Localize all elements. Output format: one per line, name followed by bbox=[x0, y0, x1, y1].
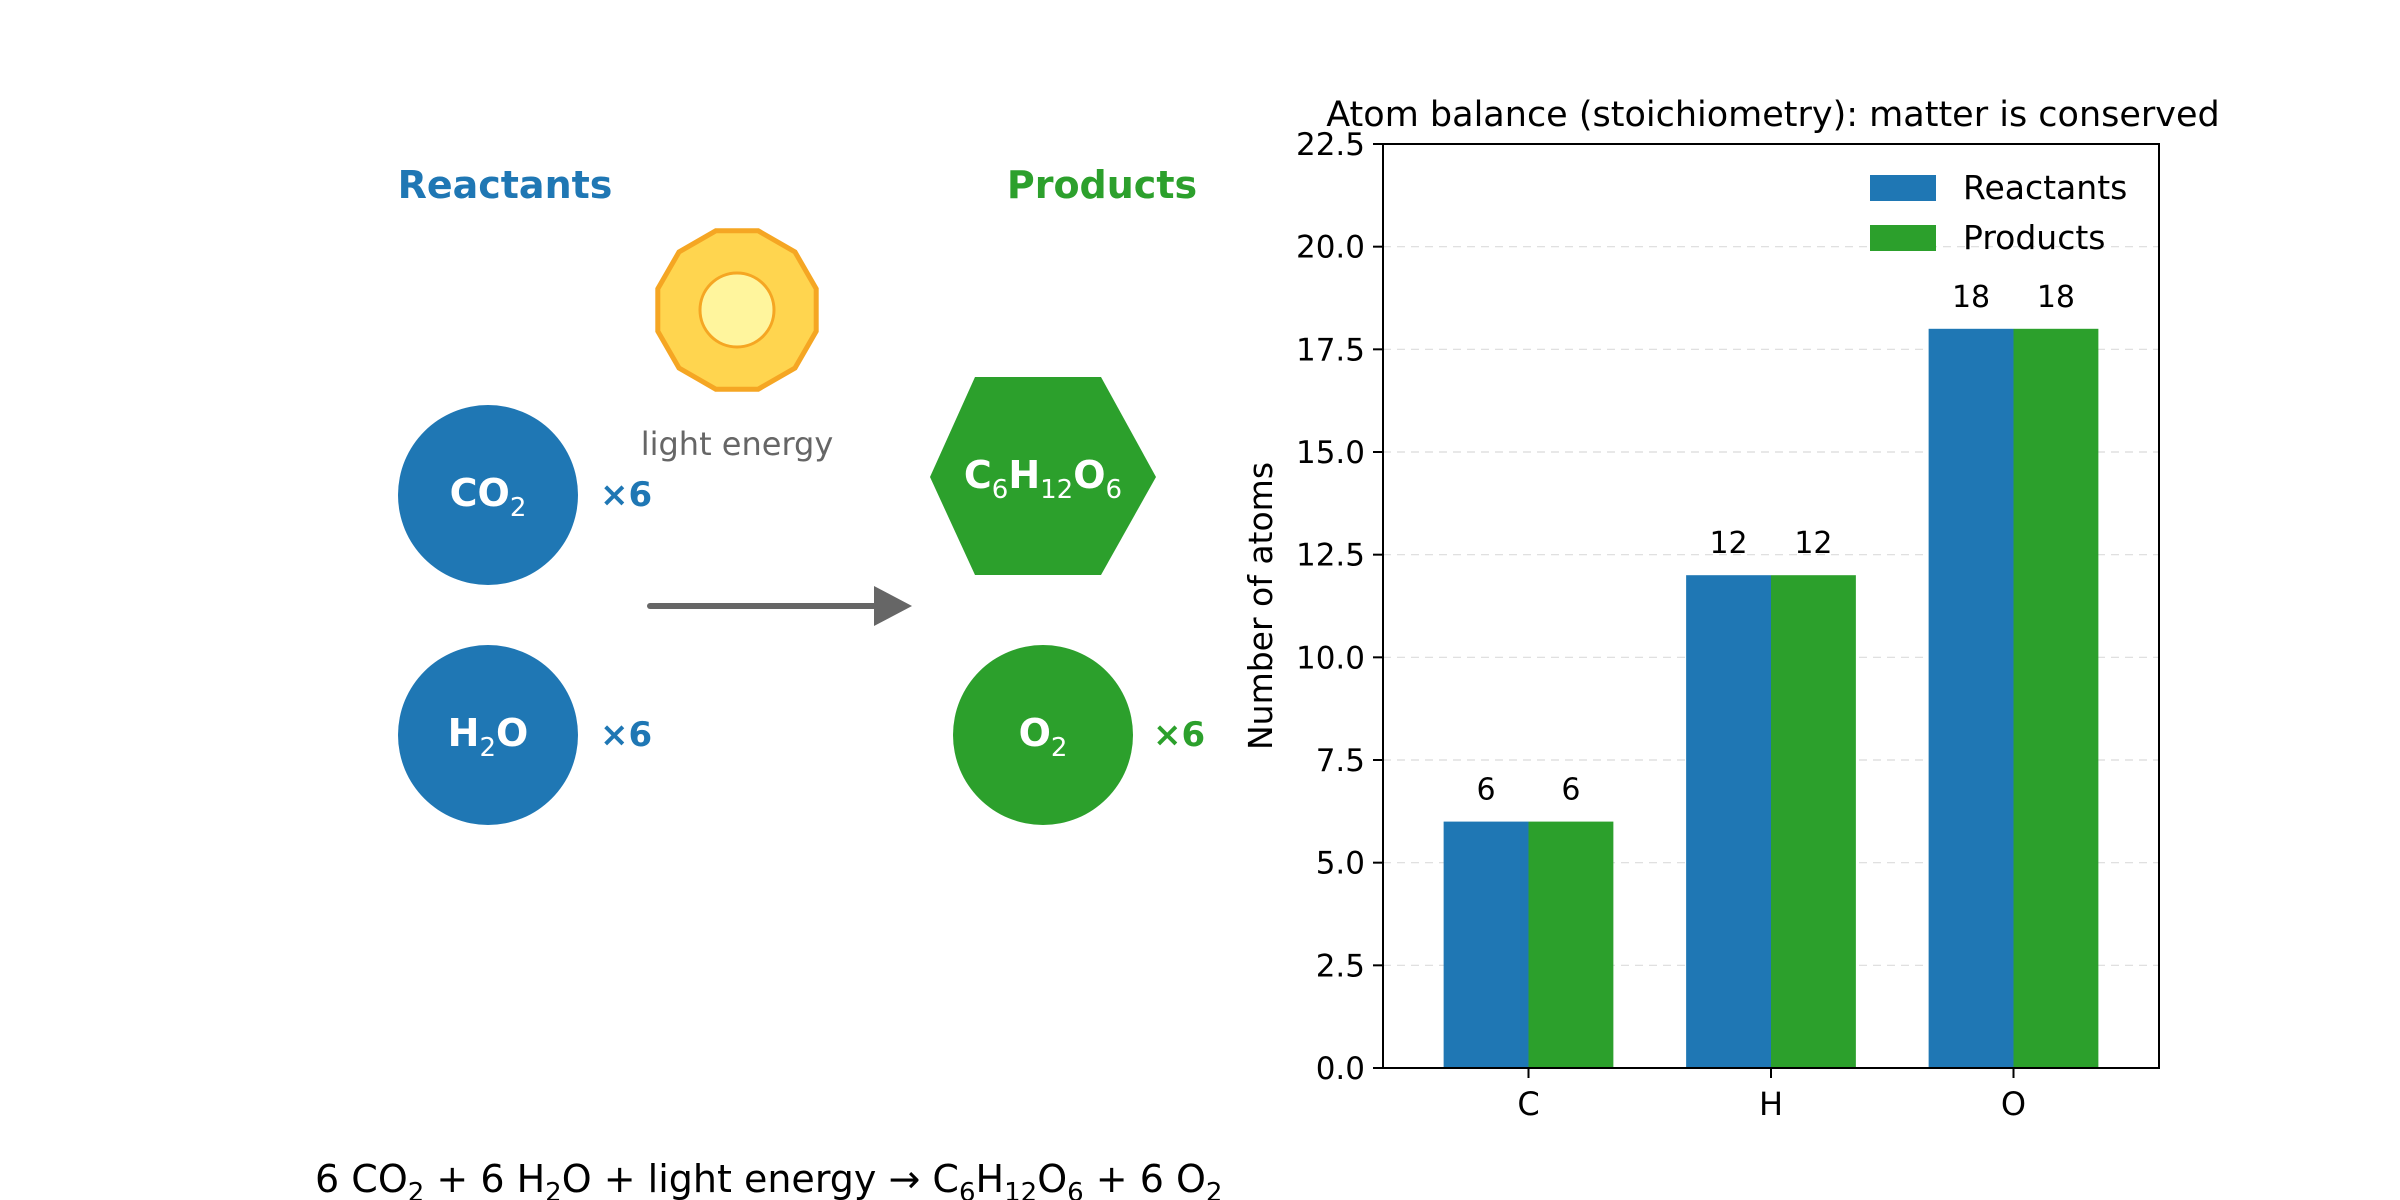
co2-multiplier: ×6 bbox=[600, 475, 652, 515]
y-tick-label: 20.0 bbox=[1296, 230, 1365, 266]
reaction-diagram: Reactants Products light energy CO2 ×6 H… bbox=[315, 163, 1222, 1200]
x-tick-label: C bbox=[1517, 1085, 1539, 1123]
bar bbox=[1928, 328, 2014, 1068]
sun-icon bbox=[655, 228, 819, 392]
atom-balance-chart: Atom balance (stoichiometry): matter is … bbox=[1241, 95, 2220, 1123]
bar-data-labels: 6 6 12 12 18 18 bbox=[1477, 280, 2076, 808]
y-tick-label: 17.5 bbox=[1296, 332, 1365, 368]
bar-value-label: 6 bbox=[1561, 773, 1580, 808]
x-tick-label: O bbox=[2001, 1085, 2026, 1123]
chart-title: Atom balance (stoichiometry): matter is … bbox=[1326, 95, 2220, 135]
y-tick-label: 7.5 bbox=[1316, 743, 1365, 779]
h2o-formula: H2O bbox=[448, 711, 529, 763]
bar-value-label: 12 bbox=[1709, 526, 1747, 561]
co2-formula: CO2 bbox=[450, 471, 527, 523]
glucose-formula: C6H12O6 bbox=[964, 453, 1122, 505]
bar bbox=[1443, 821, 1529, 1068]
legend-swatch bbox=[1870, 175, 1936, 201]
o2-formula: O2 bbox=[1019, 711, 1068, 763]
o2-molecule: O2 ×6 bbox=[953, 645, 1205, 825]
bar-value-label: 18 bbox=[1952, 280, 1990, 315]
bar-value-label: 6 bbox=[1477, 773, 1496, 808]
h2o-circle-icon bbox=[398, 645, 578, 825]
co2-circle-icon bbox=[398, 405, 578, 585]
y-tick-label: 5.0 bbox=[1316, 846, 1365, 882]
y-tick-label: 10.0 bbox=[1296, 640, 1365, 676]
y-tick-label: 15.0 bbox=[1296, 435, 1365, 471]
glucose-hexagon-icon bbox=[930, 377, 1156, 575]
co2-molecule: CO2 ×6 bbox=[398, 405, 652, 585]
y-tick-label: 22.5 bbox=[1296, 127, 1365, 163]
sun-core bbox=[698, 271, 776, 349]
reaction-equation: 6 CO2 + 6 H2O + light energy → C6H12O6 +… bbox=[315, 1157, 1222, 1200]
y-tick-label: 12.5 bbox=[1296, 538, 1365, 574]
products-heading: Products bbox=[1007, 163, 1197, 207]
bar-series bbox=[1443, 328, 2099, 1068]
bar-value-label: 12 bbox=[1794, 526, 1832, 561]
reaction-arrow-icon bbox=[647, 586, 912, 626]
legend-label: Reactants bbox=[1963, 168, 2127, 207]
light-energy-label: light energy bbox=[641, 425, 834, 463]
bar bbox=[1771, 575, 1856, 1068]
h2o-molecule: H2O ×6 bbox=[398, 645, 652, 825]
o2-circle-icon bbox=[953, 645, 1133, 825]
legend-swatch bbox=[1870, 225, 1936, 251]
bar-value-label: 18 bbox=[2037, 280, 2075, 315]
bar bbox=[2013, 328, 2099, 1068]
reactants-heading: Reactants bbox=[398, 163, 613, 207]
y-axis-label: Number of atoms bbox=[1241, 462, 1280, 750]
chart-legend: Reactants Products bbox=[1870, 168, 2127, 257]
h2o-multiplier: ×6 bbox=[600, 715, 652, 755]
bar bbox=[1686, 575, 1771, 1068]
glucose-molecule: C6H12O6 bbox=[930, 377, 1156, 575]
y-tick-label: 2.5 bbox=[1316, 948, 1365, 984]
bar bbox=[1528, 821, 1614, 1068]
legend-label: Products bbox=[1963, 218, 2106, 257]
y-tick-label: 0.0 bbox=[1316, 1051, 1365, 1087]
x-tick-label: H bbox=[1759, 1085, 1783, 1123]
y-axis: 0.0 2.5 5.0 7.5 10.0 12.5 15.0 17.5 20.0 22.5 bbox=[1296, 127, 1383, 1087]
o2-multiplier: ×6 bbox=[1153, 715, 1205, 755]
